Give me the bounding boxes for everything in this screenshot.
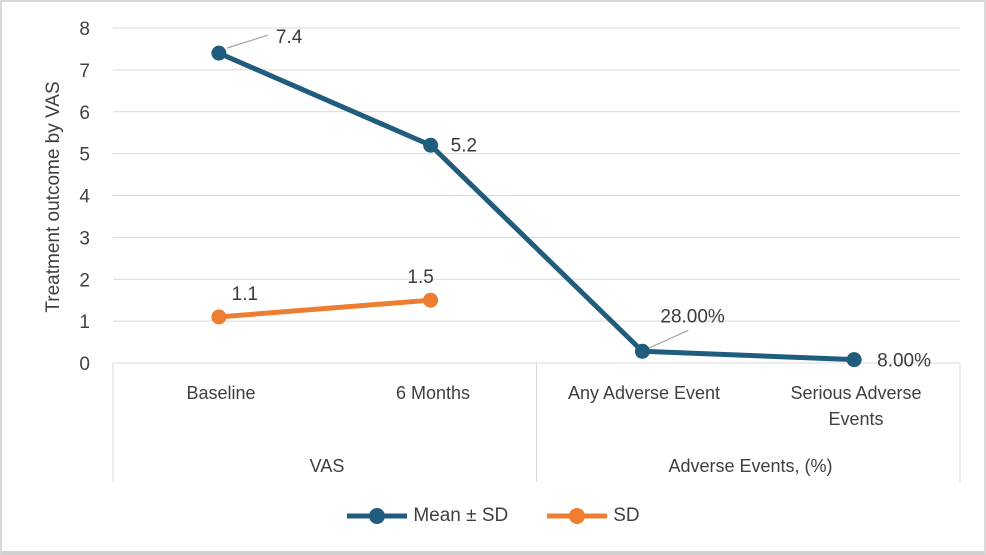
y-tick-label: 2 xyxy=(79,270,90,291)
legend-label-sd: SD xyxy=(613,505,640,526)
data-point-marker xyxy=(423,137,439,153)
x-category-label-any-adverse-event: Any Adverse Event xyxy=(567,383,721,403)
x-category-label-6-months: 6 Months xyxy=(395,383,471,403)
x-group-label-adverse-events: Adverse Events, (%) xyxy=(668,456,833,476)
x-category-label-serious-adverse-events: Serious Adverse Events xyxy=(790,383,922,429)
data-point-marker xyxy=(211,309,227,325)
data-point-label: 8.00% xyxy=(877,351,931,372)
x-category-label-baseline: Baseline xyxy=(186,383,256,403)
series-line xyxy=(216,50,857,363)
legend-item-mean-sd: Mean ± SD xyxy=(346,505,508,527)
y-tick-label: 3 xyxy=(79,228,90,249)
data-label-leader-line xyxy=(648,329,689,349)
x-group-label-vas: VAS xyxy=(309,456,345,476)
line-circle-marker-icon xyxy=(347,508,408,524)
y-tick-label: 0 xyxy=(79,354,90,375)
legend: Mean ± SD SD xyxy=(2,505,984,527)
data-point-label: 7.4 xyxy=(276,27,303,48)
y-tick-label: 5 xyxy=(79,145,90,166)
y-tick-label: 4 xyxy=(79,187,90,208)
y-tick-label: 6 xyxy=(79,103,90,124)
data-point-marker xyxy=(634,343,650,359)
data-point-marker xyxy=(211,45,227,61)
legend-item-sd: SD xyxy=(546,505,640,527)
y-tick-label: 1 xyxy=(79,312,90,333)
y-tick-label: 8 xyxy=(79,19,90,40)
data-point-label: 1.5 xyxy=(407,267,433,288)
legend-label-mean-sd: Mean ± SD xyxy=(413,505,509,526)
y-axis-title: Treatment outcome by VAS xyxy=(43,81,64,313)
series-line xyxy=(216,297,434,320)
data-label-leader-line xyxy=(226,34,269,49)
data-point-label: 28.00% xyxy=(660,306,725,327)
y-tick-label: 7 xyxy=(79,61,90,82)
line-circle-marker-icon xyxy=(547,508,608,524)
data-point-label: 1.1 xyxy=(232,284,258,305)
data-point-marker xyxy=(846,352,862,368)
data-point-marker xyxy=(423,292,439,308)
data-point-label: 5.2 xyxy=(451,135,477,156)
